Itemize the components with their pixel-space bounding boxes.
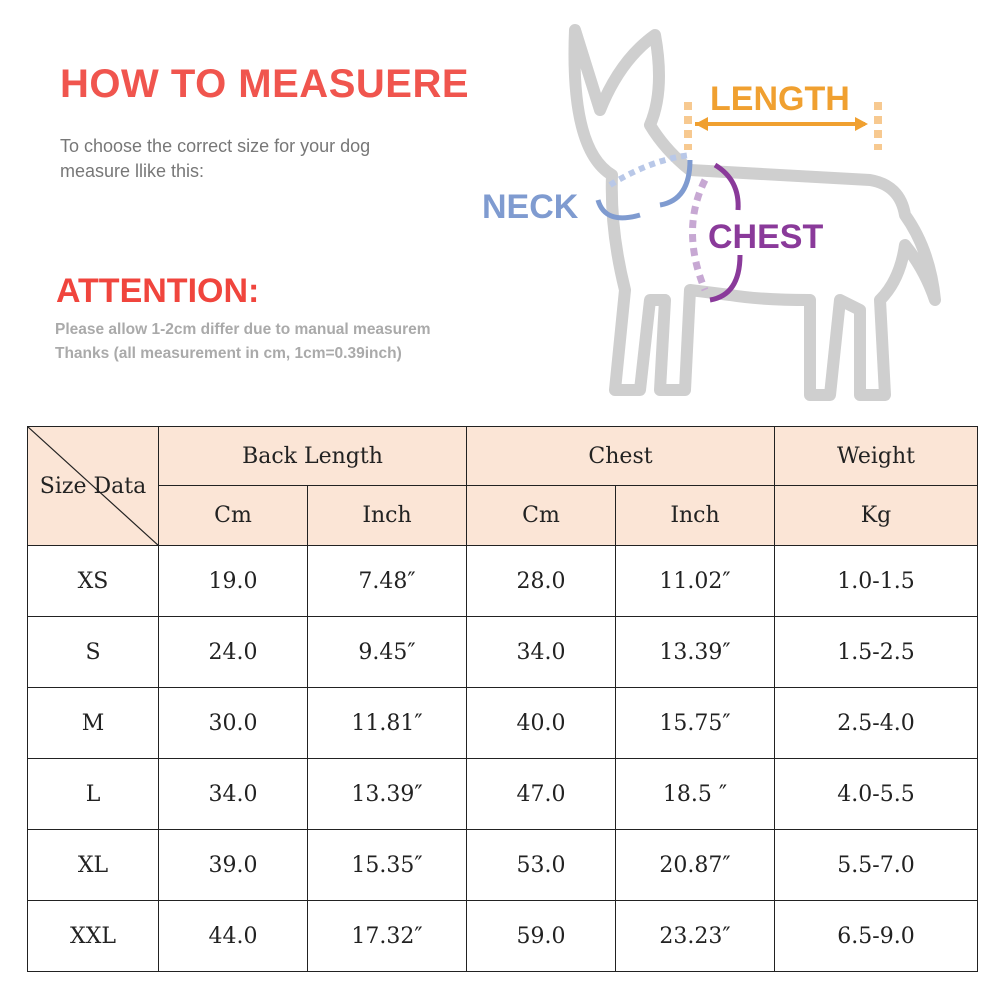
neck-arrow-icon (595, 199, 641, 221)
dog-outline-icon (568, 24, 941, 401)
value-cell: 28.0 (466, 545, 616, 617)
size-cell: XXL (27, 900, 159, 972)
page-title: HOW TO MEASUERE (60, 62, 470, 106)
value-cell: 23.23″ (615, 900, 775, 972)
attention-heading: ATTENTION: (56, 272, 260, 310)
unit-header: Cm (158, 485, 308, 546)
table-row: XL 39.0 15.35″ 53.0 20.87″ 5.5-7.0 (27, 829, 978, 901)
value-cell: 24.0 (158, 616, 308, 688)
value-cell: 53.0 (466, 829, 616, 901)
table-row: XS 19.0 7.48″ 28.0 11.02″ 1.0-1.5 (27, 545, 978, 617)
table-row: M 30.0 11.81″ 40.0 15.75″ 2.5-4.0 (27, 687, 978, 759)
note-line: Thanks (all measurement in cm, 1cm=0.39i… (55, 345, 402, 362)
size-cell: XS (27, 545, 159, 617)
value-cell: 20.87″ (615, 829, 775, 901)
group-header: Weight (774, 426, 978, 486)
group-header: Chest (466, 426, 775, 486)
value-cell: 1.5-2.5 (774, 616, 978, 688)
group-header: Back Length (158, 426, 467, 486)
value-cell: 18.5 ″ (615, 758, 775, 830)
value-cell: 2.5-4.0 (774, 687, 978, 759)
value-cell: 13.39″ (615, 616, 775, 688)
chest-label: CHEST (708, 218, 823, 256)
corner-cell: Size Data (27, 426, 159, 546)
value-cell: 34.0 (466, 616, 616, 688)
table-row: S 24.0 9.45″ 34.0 13.39″ 1.5-2.5 (27, 616, 978, 688)
value-cell: 17.32″ (307, 900, 467, 972)
size-cell: M (27, 687, 159, 759)
size-cell: S (27, 616, 159, 688)
size-cell: XL (27, 829, 159, 901)
value-cell: 19.0 (158, 545, 308, 617)
value-cell: 4.0-5.5 (774, 758, 978, 830)
neck-label: NECK (482, 188, 579, 226)
dog-diagram: LENGTH NECK CHEST (482, 24, 941, 401)
unit-header: Cm (466, 485, 616, 546)
table-row: XXL 44.0 17.32″ 59.0 23.23″ 6.5-9.0 (27, 900, 978, 972)
length-label: LENGTH (710, 80, 850, 118)
value-cell: 47.0 (466, 758, 616, 830)
value-cell: 11.81″ (307, 687, 467, 759)
note-line: Please allow 1-2cm differ due to manual … (55, 321, 431, 338)
value-cell: 59.0 (466, 900, 616, 972)
value-cell: 6.5-9.0 (774, 900, 978, 972)
intro-text: To choose the correct size for your dog … (60, 134, 460, 184)
value-cell: 15.75″ (615, 687, 775, 759)
corner-label: Size Data (39, 473, 147, 499)
value-cell: 11.02″ (615, 545, 775, 617)
value-cell: 13.39″ (307, 758, 467, 830)
size-table: Size Data Back Length Chest Weight Cm In… (27, 426, 978, 972)
value-cell: 44.0 (158, 900, 308, 972)
unit-header: Inch (615, 485, 775, 546)
chest-arrow-icon (713, 162, 741, 211)
value-cell: 1.0-1.5 (774, 545, 978, 617)
intro-line: To choose the correct size for your dog (60, 136, 371, 156)
value-cell: 15.35″ (307, 829, 467, 901)
value-cell: 39.0 (158, 829, 308, 901)
unit-header: Kg (774, 485, 978, 546)
value-cell: 30.0 (158, 687, 308, 759)
intro-line: measure llike this: (60, 161, 205, 181)
size-cell: L (27, 758, 159, 830)
value-cell: 7.48″ (307, 545, 467, 617)
value-cell: 34.0 (158, 758, 308, 830)
value-cell: 5.5-7.0 (774, 829, 978, 901)
unit-header: Inch (307, 485, 467, 546)
value-cell: 9.45″ (307, 616, 467, 688)
attention-note: Please allow 1-2cm differ due to manual … (55, 318, 505, 366)
table-row: L 34.0 13.39″ 47.0 18.5 ″ 4.0-5.5 (27, 758, 978, 830)
value-cell: 40.0 (466, 687, 616, 759)
